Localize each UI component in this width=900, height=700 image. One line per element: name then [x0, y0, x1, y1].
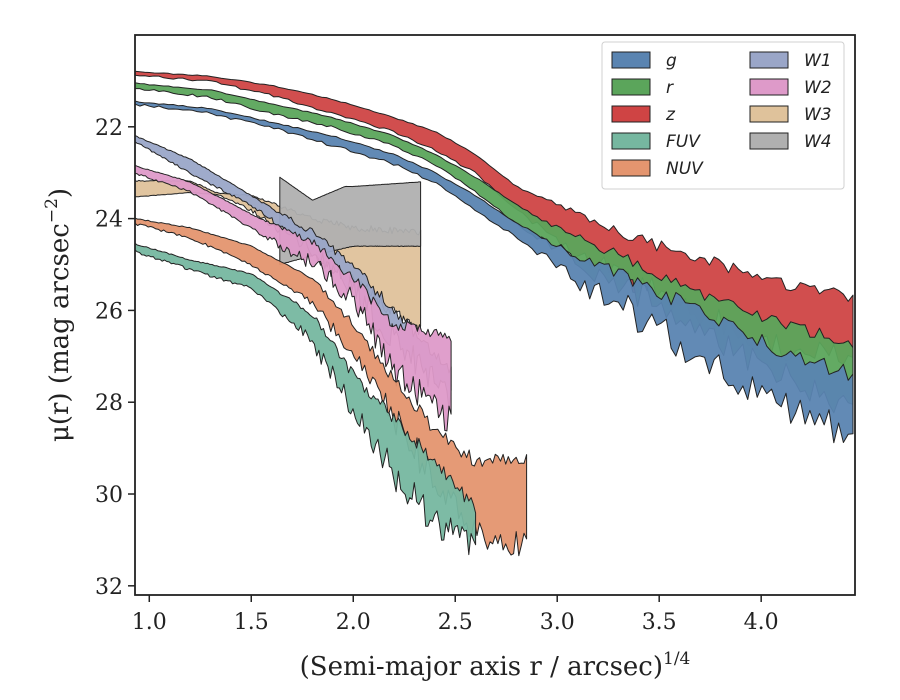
legend-label-z: z: [665, 105, 676, 125]
legend-swatch-fuv: [611, 132, 651, 150]
plot-frame: [134, 34, 856, 596]
legend: grz FUV NUV W1 W2 W3 W4: [601, 41, 845, 190]
legend-swatch-w3: [749, 105, 789, 123]
x-axis-label: (Semi-major axis r / arcsec)1/4: [300, 649, 691, 682]
x-axis-label-exponent: 1/4: [663, 649, 690, 669]
y-tick-label: 28: [95, 391, 123, 416]
x-tick-label: 4.0: [744, 610, 779, 635]
y-tick-label: 24: [95, 208, 123, 233]
y-tick-label: 22: [95, 116, 123, 141]
legend-swatch-z: [611, 105, 651, 123]
series-band-g: [135, 100, 854, 444]
legend-swatch-w2: [749, 78, 789, 96]
legend-swatch-w4: [749, 132, 789, 150]
legend-swatch-nuv: [611, 159, 651, 177]
series-band-fuv: [135, 242, 477, 556]
legend-label-g: g: [666, 51, 677, 71]
legend-swatch-g: [611, 51, 651, 69]
legend-label-fuv: FUV: [666, 132, 701, 152]
y-tick-label: 26: [95, 299, 123, 324]
y-axis: 22 24 26 28 30 32: [95, 116, 135, 600]
legend-label-nuv: NUV: [666, 159, 704, 179]
x-tick-label: 3.0: [540, 610, 575, 635]
legend-swatch-r: [611, 78, 651, 96]
y-tick-label: 30: [95, 483, 123, 508]
legend-label-w3: W3: [804, 105, 832, 125]
x-tick-label: 2.5: [438, 610, 473, 635]
x-tick-label: 1.5: [234, 610, 269, 635]
x-tick-label: 1.0: [132, 610, 167, 635]
x-tick-label: 2.0: [336, 610, 371, 635]
series-band-w2: [135, 164, 452, 432]
legend-label-w2: W2: [804, 78, 832, 98]
series-band-nuv: [135, 217, 528, 557]
y-axis-label-exponent: −2: [42, 198, 62, 223]
legend-label-w1: W1: [804, 51, 832, 71]
legend-label-r: r: [666, 78, 674, 98]
x-tick-label: 3.5: [642, 610, 677, 635]
series-bands: [135, 70, 854, 557]
legend-label-w4: W4: [804, 132, 832, 152]
y-tick-label: 32: [95, 575, 123, 600]
x-axis: 1.0 1.5 2.0 2.5 3.0 3.5 4.0: [132, 595, 779, 635]
y-axis-label: μ(r) (mag arcsec−2): [42, 188, 75, 442]
y-axis-label-close: ): [45, 188, 75, 198]
legend-swatch-w1: [749, 51, 789, 69]
